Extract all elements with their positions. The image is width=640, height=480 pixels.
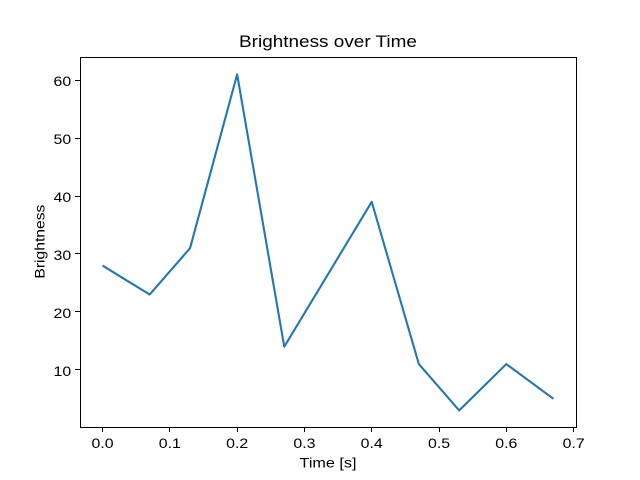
svg-text:30: 30	[54, 247, 72, 263]
svg-text:0.6: 0.6	[495, 435, 517, 451]
svg-text:60: 60	[54, 73, 72, 89]
svg-text:0.2: 0.2	[226, 435, 248, 451]
svg-text:0.5: 0.5	[428, 435, 450, 451]
svg-text:20: 20	[54, 305, 72, 321]
svg-text:0.0: 0.0	[92, 435, 114, 451]
svg-text:Brightness over Time: Brightness over Time	[239, 32, 417, 51]
svg-text:50: 50	[54, 131, 72, 147]
svg-text:0.3: 0.3	[293, 435, 315, 451]
svg-text:0.4: 0.4	[361, 435, 383, 451]
svg-text:0.7: 0.7	[563, 435, 585, 451]
svg-text:Time [s]: Time [s]	[300, 455, 357, 471]
svg-text:10: 10	[54, 363, 72, 379]
svg-text:0.1: 0.1	[159, 435, 181, 451]
svg-text:40: 40	[54, 189, 72, 205]
svg-text:Brightness: Brightness	[32, 205, 48, 279]
